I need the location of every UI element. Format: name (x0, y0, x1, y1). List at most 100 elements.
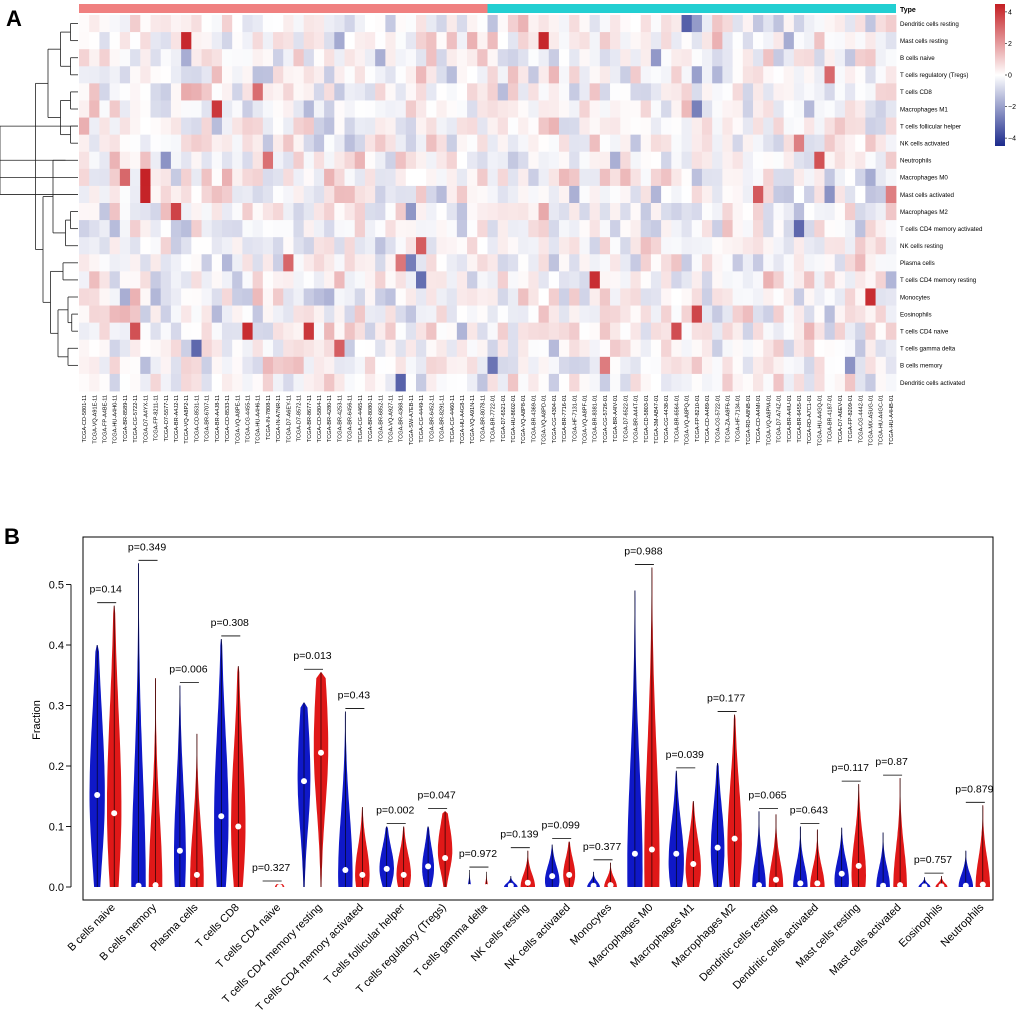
p-value-label: p=0.139 (500, 829, 538, 841)
heatmap-cell (160, 220, 172, 238)
heatmap-cell (620, 134, 631, 153)
heatmap-cell (548, 356, 560, 375)
violin-normal-median (673, 850, 680, 857)
heatmap-cell (211, 288, 223, 306)
heatmap-cell (558, 117, 570, 136)
violin-tumor-median (897, 882, 904, 889)
heatmap-cell (814, 356, 825, 375)
heatmap-cell (354, 151, 366, 170)
color-scale-bar (995, 4, 1005, 146)
heatmap-cell (436, 168, 448, 187)
heatmap-cell (283, 32, 294, 50)
heatmap-cell (497, 373, 509, 392)
heatmap-cell (793, 305, 805, 324)
heatmap-cell (201, 203, 213, 221)
heatmap-cell (293, 32, 305, 50)
heatmap-cell (221, 185, 233, 204)
heatmap-cell (487, 83, 499, 101)
heatmap-cell (385, 237, 396, 255)
heatmap-cell (109, 83, 121, 101)
heatmap-cell (579, 356, 591, 375)
heatmap-cell (426, 32, 437, 50)
heatmap-cell (283, 100, 294, 118)
heatmap-cell (732, 185, 744, 204)
heatmap-cell (324, 305, 335, 324)
heatmap-cell (416, 339, 427, 358)
heatmap-cell (79, 117, 90, 136)
column-label: TCGA-VQ-A8PE-11 (235, 395, 241, 444)
heatmap-cell (313, 339, 325, 358)
heatmap-cell (130, 117, 141, 136)
heatmap-cell (313, 83, 325, 101)
heatmap-cell (487, 185, 499, 204)
heatmap-cell (834, 32, 846, 50)
heatmap-cell (79, 356, 90, 375)
heatmap-cell (477, 322, 488, 341)
heatmap-cell (467, 117, 478, 136)
heatmap-cell (242, 134, 254, 153)
column-label: TCGA-VQ-A8PF-01 (583, 395, 589, 444)
heatmap-cell (130, 339, 141, 358)
heatmap-cell (405, 356, 417, 375)
heatmap-cell (262, 32, 274, 50)
heatmap-cell (528, 185, 539, 204)
column-label: TCGA-HU-A4GQ-01 (817, 395, 823, 446)
heatmap-cell (262, 322, 274, 341)
heatmap-cell (589, 49, 601, 67)
heatmap-cell (181, 83, 192, 101)
heatmap-cell (691, 32, 703, 50)
heatmap-cell (548, 271, 560, 289)
heatmap-cell (262, 49, 274, 67)
heatmap-cell (436, 100, 448, 118)
heatmap-cell (324, 322, 335, 341)
heatmap-cell (150, 288, 162, 306)
heatmap-cell (252, 203, 264, 221)
heatmap-cell (671, 168, 682, 187)
heatmap-cell (252, 237, 264, 255)
heatmap-cell (875, 237, 887, 255)
heatmap-cell (232, 66, 243, 84)
heatmap-cell (232, 271, 243, 289)
heatmap-cell (364, 254, 376, 272)
heatmap-cell (579, 32, 591, 50)
heatmap-cell (875, 32, 887, 50)
p-value-label: p=0.377 (583, 841, 621, 853)
heatmap-cell (722, 100, 733, 118)
heatmap-cell (661, 185, 672, 204)
heatmap-cell (528, 237, 539, 255)
heatmap-cell (722, 203, 733, 221)
heatmap-cell (610, 254, 621, 272)
heatmap-cell (538, 168, 550, 187)
column-label: TCGA-HU-A4GC-01 (879, 395, 885, 446)
heatmap-cell (467, 271, 478, 289)
heatmap-cell (426, 237, 437, 255)
heatmap-cell (273, 220, 284, 238)
heatmap-cell (599, 322, 611, 341)
heatmap-cell (681, 66, 693, 84)
heatmap-cell (640, 185, 652, 204)
heatmap-cell (416, 220, 427, 238)
heatmap-cell (150, 339, 162, 358)
heatmap-cell (252, 305, 264, 324)
heatmap-cell (671, 185, 682, 204)
heatmap-cell (364, 168, 376, 187)
heatmap-cell (722, 373, 733, 392)
heatmap-cell (507, 356, 519, 375)
heatmap-cell (742, 203, 754, 221)
heatmap-cell (579, 15, 591, 33)
heatmap-cell (701, 15, 713, 33)
heatmap-cell (211, 373, 223, 392)
heatmap-cell (834, 237, 846, 255)
heatmap-cell (610, 49, 621, 67)
heatmap-cell (681, 356, 693, 375)
column-label: TCGA-BR-8291-11 (440, 395, 446, 442)
heatmap-cell (742, 339, 754, 358)
heatmap-cell (150, 83, 162, 101)
heatmap-cell (620, 203, 631, 221)
heatmap-cell (262, 66, 274, 84)
heatmap-cell (344, 168, 356, 187)
heatmap-cell (303, 15, 315, 33)
